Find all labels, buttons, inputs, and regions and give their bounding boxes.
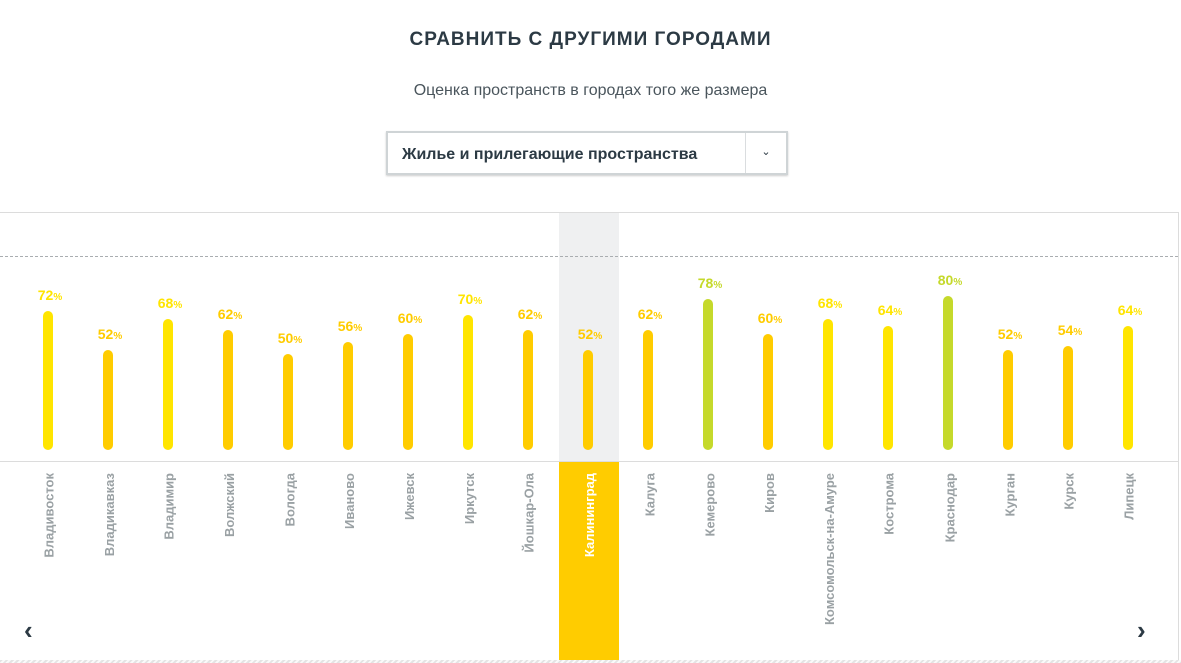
- data-label: 62%: [517, 306, 543, 323]
- bar[interactable]: [1123, 326, 1133, 450]
- data-label: 70%: [457, 290, 483, 307]
- bar[interactable]: [763, 334, 773, 450]
- data-label: 64%: [877, 302, 903, 319]
- data-label: 80%: [937, 271, 963, 288]
- category-select-value: Жилье и прилегающие пространства: [402, 146, 698, 163]
- city-label[interactable]: Кострома: [878, 473, 898, 653]
- bottom-divider: [0, 660, 1181, 663]
- data-label: 62%: [637, 306, 663, 323]
- city-label[interactable]: Калуга: [638, 473, 658, 653]
- city-label-text: Ижевск: [402, 473, 417, 521]
- city-label-text: Киров: [762, 473, 777, 513]
- bar[interactable]: [883, 326, 893, 450]
- city-label[interactable]: Киров: [758, 473, 778, 653]
- city-label[interactable]: Йошкар-Ола: [518, 473, 538, 653]
- data-label: 60%: [757, 310, 783, 327]
- data-label: 52%: [997, 325, 1023, 342]
- bar[interactable]: [1003, 349, 1013, 450]
- chart-panel: [0, 212, 1179, 661]
- city-label[interactable]: Волжский: [218, 473, 238, 653]
- city-label-text: Кемерово: [702, 473, 717, 537]
- city-label[interactable]: Липецк: [1118, 473, 1138, 653]
- bar[interactable]: [823, 318, 833, 450]
- city-label[interactable]: Владивосток: [38, 473, 58, 653]
- data-label: 52%: [577, 325, 603, 342]
- city-label[interactable]: Калининград: [578, 473, 598, 653]
- city-label-text: Курган: [1002, 473, 1017, 517]
- highlight-label-bg: [559, 462, 619, 660]
- city-label-text: Йошкар-Ола: [522, 473, 537, 553]
- city-label[interactable]: Ижевск: [398, 473, 418, 653]
- city-label-text: Кострома: [882, 473, 897, 535]
- data-label: 52%: [97, 325, 123, 342]
- city-label[interactable]: Иркутск: [458, 473, 478, 653]
- city-label-text: Липецк: [1122, 473, 1137, 520]
- city-label[interactable]: Владимир: [158, 473, 178, 653]
- city-label-text: Владимир: [162, 473, 177, 540]
- bar[interactable]: [463, 314, 473, 450]
- bar[interactable]: [343, 341, 353, 450]
- bar[interactable]: [223, 330, 233, 450]
- city-label[interactable]: Владикавказ: [98, 473, 118, 653]
- page-title: СРАВНИТЬ С ДРУГИМИ ГОРОДАМИ: [409, 29, 772, 50]
- bar[interactable]: [583, 349, 593, 450]
- bar[interactable]: [103, 349, 113, 450]
- data-label: 68%: [157, 294, 183, 311]
- city-label-text: Курск: [1062, 473, 1077, 510]
- city-label-text: Краснодар: [942, 473, 957, 543]
- data-label: 50%: [277, 329, 303, 346]
- city-label-text: Владивосток: [42, 473, 57, 558]
- city-label-text: Вологда: [282, 473, 297, 527]
- city-label-text: Калуга: [642, 473, 657, 517]
- city-label-text: Волжский: [222, 473, 237, 538]
- baseline: [0, 461, 1178, 462]
- city-label[interactable]: Краснодар: [938, 473, 958, 653]
- bar[interactable]: [943, 295, 953, 450]
- city-label[interactable]: Курган: [998, 473, 1018, 653]
- city-label-text: Калининград: [582, 473, 597, 558]
- bar[interactable]: [163, 318, 173, 450]
- city-label-text: Иваново: [342, 473, 357, 529]
- data-label: 78%: [697, 275, 723, 292]
- city-label[interactable]: Кемерово: [698, 473, 718, 653]
- bar[interactable]: [1063, 345, 1073, 450]
- data-label: 60%: [397, 310, 423, 327]
- city-label[interactable]: Иваново: [338, 473, 358, 653]
- bar[interactable]: [523, 330, 533, 450]
- data-label: 56%: [337, 317, 363, 334]
- bar[interactable]: [643, 330, 653, 450]
- chevron-down-icon[interactable]: ⌄: [745, 133, 786, 173]
- next-arrow-icon[interactable]: ›: [1137, 615, 1146, 645]
- bar[interactable]: [703, 299, 713, 450]
- bar[interactable]: [43, 311, 53, 450]
- city-label-text: Владикавказ: [102, 473, 117, 557]
- page-subtitle: Оценка пространств в городах того же раз…: [413, 82, 768, 99]
- data-label: 64%: [1117, 302, 1143, 319]
- max-gridline: [0, 256, 1178, 257]
- prev-arrow-icon[interactable]: ‹: [24, 615, 33, 645]
- city-label-text: Иркутск: [462, 473, 477, 525]
- data-label: 68%: [817, 294, 843, 311]
- bar[interactable]: [403, 334, 413, 450]
- category-select[interactable]: Жилье и прилегающие пространства ⌄: [386, 131, 788, 175]
- data-label: 54%: [1057, 321, 1083, 338]
- city-label-text: Комсомольск-на-Амуре: [822, 473, 837, 626]
- city-label[interactable]: Курск: [1058, 473, 1078, 653]
- city-label[interactable]: Комсомольск-на-Амуре: [818, 473, 838, 653]
- bar[interactable]: [283, 353, 293, 450]
- data-label: 72%: [37, 287, 63, 304]
- city-label[interactable]: Вологда: [278, 473, 298, 653]
- data-label: 62%: [217, 306, 243, 323]
